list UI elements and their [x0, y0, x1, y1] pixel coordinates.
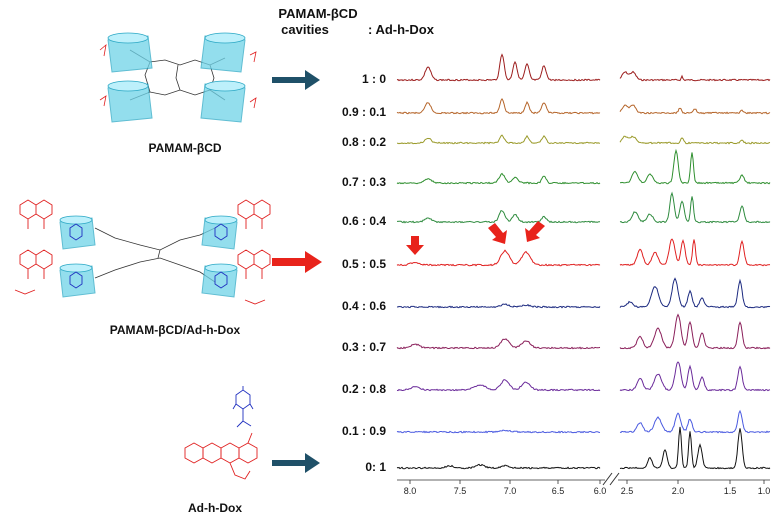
arrow-icon — [272, 251, 322, 273]
x-tick-label: 7.0 — [504, 486, 517, 496]
structure-label-pamam-bcd: PAMAM-βCD — [148, 141, 221, 155]
structure-label-pamam-bcd-ad-h-dox: PAMAM-βCD/Ad-h-Dox — [110, 323, 241, 337]
axis-break-icon — [602, 472, 620, 486]
spectrum-trace-aromatic — [397, 209, 601, 224]
spectrum-trace-aliphatic — [619, 104, 771, 115]
x-tick-label: 6.0 — [594, 486, 607, 496]
arrow-icon — [272, 453, 320, 473]
cyclodextrin-icon — [201, 215, 238, 250]
spectrum-trace-aromatic — [396, 463, 601, 470]
spectrum-trace-aromatic — [396, 53, 601, 82]
peak-marker-arrow-icon — [488, 223, 507, 244]
spectrum-trace-aliphatic — [619, 426, 771, 470]
x-tick-label: 7.5 — [454, 486, 467, 496]
spectrum-row: 0.4 : 0.6 — [342, 277, 771, 313]
spectrum-trace-aliphatic — [619, 277, 771, 309]
cyclodextrin-icon — [59, 215, 96, 250]
linker-icon — [99, 43, 257, 109]
header-line3: : Ad-h-Dox — [368, 22, 435, 37]
spectrum-row: 1 : 0 — [362, 53, 771, 86]
spectrum-row: 0.3 : 0.7 — [342, 313, 771, 354]
adamantane-icon — [232, 386, 254, 428]
spectrum-ratio-label: 0.8 : 0.2 — [342, 135, 386, 149]
spectrum-row: 0: 1 — [365, 426, 771, 474]
spectrum-trace-aromatic — [396, 249, 601, 267]
pamam-bcd-structure — [99, 32, 257, 123]
cyclodextrin-icon — [200, 80, 246, 123]
spectrum-ratio-label: 0.2 : 0.8 — [342, 382, 386, 396]
spectrum-trace-aromatic — [396, 172, 601, 185]
header-line2: cavities — [281, 22, 329, 37]
spectrum-row: 0.7 : 0.3 — [342, 148, 771, 189]
spectrum-trace-aliphatic — [619, 135, 771, 145]
spectrum-trace-aliphatic — [619, 191, 771, 224]
x-tick-label: 6.5 — [552, 486, 565, 496]
spectrum-trace-aromatic — [396, 134, 601, 145]
spectrum-ratio-label: 0.7 : 0.3 — [342, 175, 386, 189]
spectrum-trace-aromatic — [396, 97, 601, 115]
peak-marker-arrow-icon — [406, 236, 424, 255]
spectrum-trace-aliphatic — [619, 409, 771, 434]
spectrum-trace-aromatic — [396, 303, 601, 309]
doxorubicin-icon — [184, 432, 258, 480]
spectrum-ratio-label: 0.5 : 0.5 — [342, 257, 386, 271]
cyclodextrin-icon — [107, 32, 153, 73]
spectrum-ratio-label: 0.9 : 0.1 — [342, 105, 386, 119]
x-tick-label: 2.5 — [621, 486, 634, 496]
doxorubicin-icon — [14, 199, 271, 305]
spectrum-ratio-label: 0: 1 — [365, 460, 386, 474]
spectrum-row: 0.5 : 0.5 — [342, 238, 771, 271]
spectrum-trace-aliphatic — [619, 313, 771, 350]
structure-label-ad-h-dox: Ad-h-Dox — [188, 501, 242, 515]
pamam-core-icon — [94, 227, 216, 283]
spectrum-ratio-label: 0.1 : 0.9 — [342, 424, 386, 438]
spectrum-ratio-label: 1 : 0 — [362, 72, 386, 86]
peak-marker-arrow-icon — [525, 221, 545, 242]
spectrum-row: 0.1 : 0.9 — [342, 409, 771, 438]
pamam-bcd-ad-h-dox-structure — [14, 199, 271, 305]
spectrum-row: 0.9 : 0.1 — [342, 97, 771, 119]
spectrum-ratio-label: 0.4 : 0.6 — [342, 299, 386, 313]
spectrum-row: 0.6 : 0.4 — [342, 191, 771, 228]
x-tick-label: 8.0 — [404, 486, 417, 496]
cyclodextrin-icon — [201, 263, 238, 298]
nmr-spectra: 1 : 0 0.9 : 0.1 0.8 : 0.2 0.7 : 0.3 0.6 : 0.… — [342, 53, 771, 474]
x-axis-ticks: 8.0 7.5 7.0 6.5 6.0 2.5 2.0 1.5 1.0 — [404, 480, 771, 496]
cyclodextrin-icon — [59, 263, 96, 298]
spectrum-trace-aromatic — [396, 379, 601, 392]
spectrum-row: 0.2 : 0.8 — [342, 361, 771, 396]
spectrum-trace-aromatic — [396, 338, 601, 350]
arrow-icon — [272, 70, 320, 90]
spectrum-trace-aliphatic — [619, 70, 771, 82]
spectrum-row: 0.8 : 0.2 — [342, 134, 771, 149]
spectrum-trace-aromatic — [396, 429, 601, 434]
x-tick-label: 2.0 — [672, 486, 685, 496]
cyclodextrin-icon — [107, 80, 153, 123]
spectrum-ratio-label: 0.6 : 0.4 — [342, 214, 386, 228]
cyclodextrin-icon — [200, 32, 246, 73]
header-line1: PAMAM-βCD — [278, 6, 357, 21]
x-tick-label: 1.0 — [758, 486, 771, 496]
spectrum-ratio-label: 0.3 : 0.7 — [342, 340, 386, 354]
adamantane-icon — [69, 223, 228, 289]
spectrum-trace-aliphatic — [619, 361, 771, 392]
spectrum-trace-aliphatic — [619, 238, 771, 267]
spectrum-trace-aliphatic — [619, 148, 771, 185]
x-tick-label: 1.5 — [724, 486, 737, 496]
ad-h-dox-structure — [184, 386, 258, 480]
